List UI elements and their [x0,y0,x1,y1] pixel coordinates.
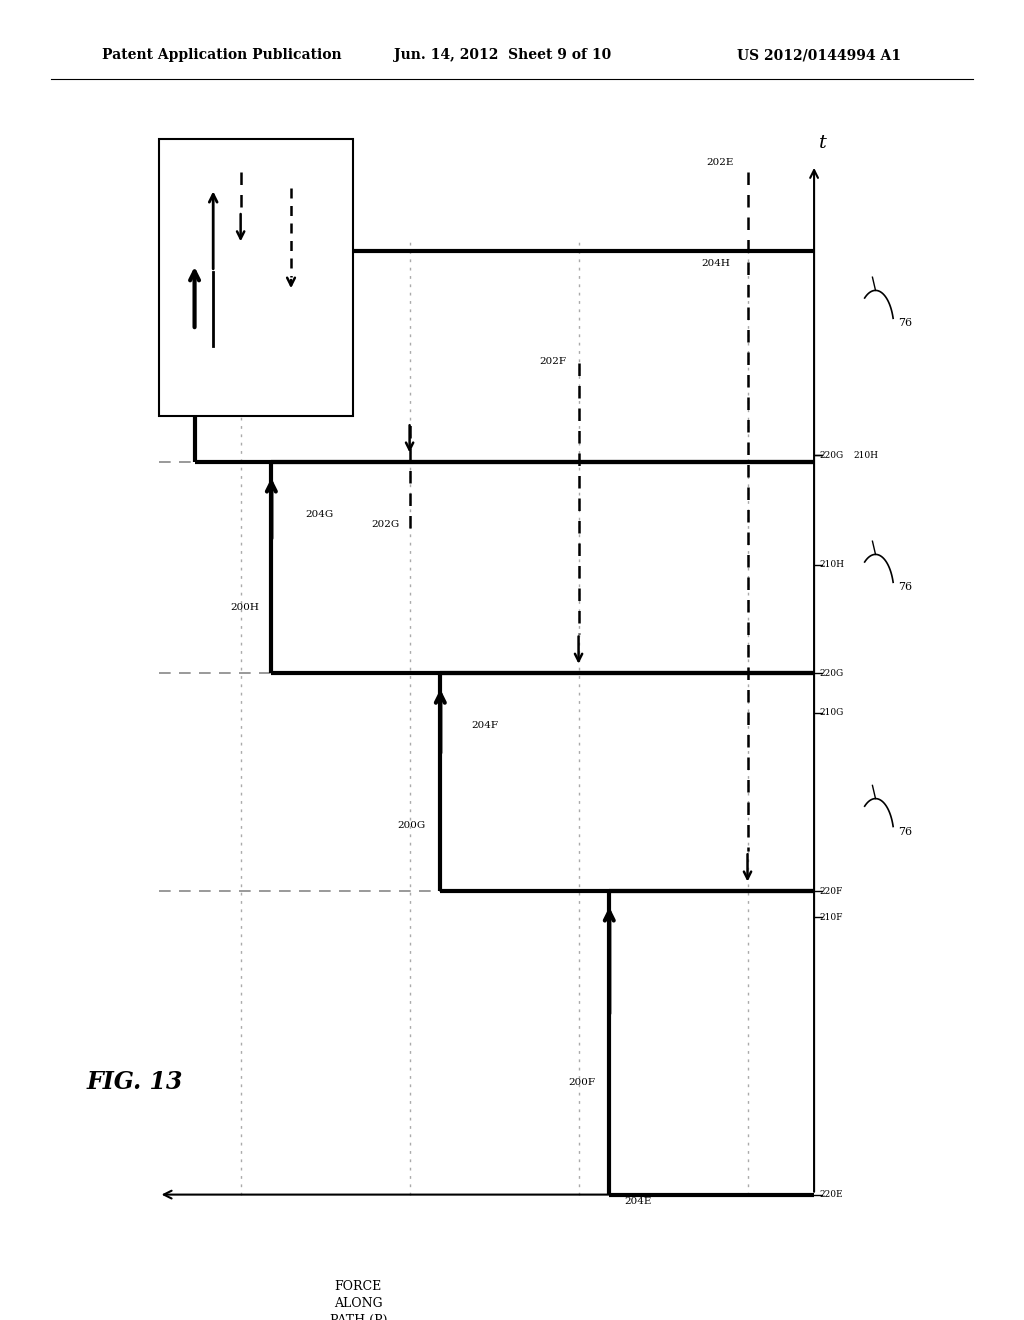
Text: US 2012/0144994 A1: US 2012/0144994 A1 [737,49,901,62]
Text: 202H: 202H [202,157,230,165]
Text: 76: 76 [898,318,912,329]
Text: 202G: 202G [372,520,400,528]
Text: 76: 76 [898,826,912,837]
Text: 202F: 202F [540,358,566,366]
Text: 204F: 204F [471,722,498,730]
Text: 204E: 204E [625,1197,652,1205]
Text: t: t [819,133,827,152]
Text: FORCE
ALONG
PATH (P): FORCE ALONG PATH (P) [330,1280,387,1320]
Text: FIG. 13: FIG. 13 [87,1071,183,1094]
Text: FORWARD (RECOIL) FORCE: FORWARD (RECOIL) FORCE [256,269,264,393]
Text: 220E: 220E [819,1191,843,1199]
Text: Jun. 14, 2012  Sheet 9 of 10: Jun. 14, 2012 Sheet 9 of 10 [394,49,611,62]
Text: 200H: 200H [230,603,259,611]
Text: 76: 76 [898,582,912,593]
Text: 210F: 210F [819,913,843,921]
Text: 200G: 200G [397,821,426,829]
Text: 210G: 210G [819,709,844,717]
Text: 204H: 204H [701,260,730,268]
Text: 210H: 210H [819,561,844,569]
Text: 210H: 210H [853,451,878,459]
Text: Patent Application Publication: Patent Application Publication [102,49,342,62]
Bar [159,139,353,416]
Text: 220G: 220G [819,451,844,459]
Text: 200F: 200F [568,1078,595,1086]
Text: 204G: 204G [305,511,334,519]
Text: 220F: 220F [819,887,843,895]
Text: 220G: 220G [819,669,844,677]
Text: FORWARD (MUSCLE) FORCE: FORWARD (MUSCLE) FORCE [165,264,172,393]
Text: 202E: 202E [707,158,734,166]
